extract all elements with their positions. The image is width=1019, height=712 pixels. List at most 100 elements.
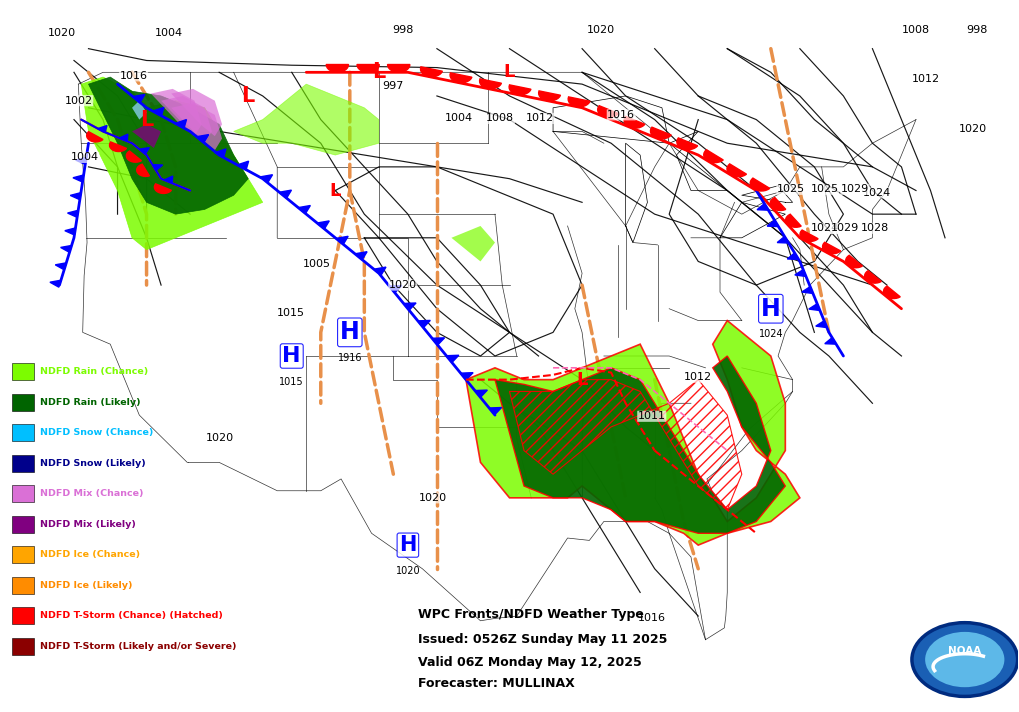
Polygon shape <box>60 246 71 252</box>
Polygon shape <box>809 304 820 310</box>
Polygon shape <box>495 356 786 533</box>
Polygon shape <box>720 202 786 238</box>
Text: NDFD Ice (Chance): NDFD Ice (Chance) <box>40 550 141 559</box>
Text: L: L <box>503 63 516 81</box>
Polygon shape <box>770 197 786 211</box>
Polygon shape <box>727 164 747 177</box>
Text: NDFD Snow (Chance): NDFD Snow (Chance) <box>40 428 154 437</box>
Polygon shape <box>742 186 793 202</box>
Polygon shape <box>279 190 291 198</box>
Bar <box>11 424 34 441</box>
Text: L: L <box>329 182 341 199</box>
Polygon shape <box>55 263 66 270</box>
Polygon shape <box>126 151 142 162</box>
Polygon shape <box>795 270 806 276</box>
Polygon shape <box>109 142 126 152</box>
Text: 1012: 1012 <box>526 113 554 123</box>
Polygon shape <box>299 206 311 214</box>
Text: 1029: 1029 <box>830 224 859 234</box>
Polygon shape <box>626 143 647 243</box>
Polygon shape <box>510 85 531 95</box>
Bar <box>11 546 34 563</box>
Polygon shape <box>317 221 329 229</box>
Polygon shape <box>466 320 800 545</box>
Circle shape <box>912 623 1018 696</box>
Text: NDFD Rain (Chance): NDFD Rain (Chance) <box>40 367 148 376</box>
Bar <box>11 485 34 502</box>
Text: NDFD T-Storm (Likely and/or Severe): NDFD T-Storm (Likely and/or Severe) <box>40 642 236 651</box>
Polygon shape <box>355 251 367 260</box>
Polygon shape <box>87 132 103 142</box>
Text: 1024: 1024 <box>863 188 892 198</box>
Polygon shape <box>171 103 222 150</box>
Polygon shape <box>67 210 78 217</box>
Polygon shape <box>233 84 379 155</box>
Text: L: L <box>242 86 255 106</box>
Text: 1029: 1029 <box>841 184 869 194</box>
Text: Forecaster: MULLINAX: Forecaster: MULLINAX <box>418 677 575 690</box>
Polygon shape <box>432 337 444 345</box>
Text: NDFD Snow (Likely): NDFD Snow (Likely) <box>40 459 146 468</box>
Polygon shape <box>824 337 837 344</box>
Text: L: L <box>372 63 385 83</box>
Text: 1020: 1020 <box>388 280 417 290</box>
Text: 997: 997 <box>382 81 404 92</box>
Text: 1020: 1020 <box>587 25 615 35</box>
Text: 1015: 1015 <box>279 377 304 387</box>
Polygon shape <box>489 407 501 415</box>
Text: NOAA: NOAA <box>948 646 981 656</box>
Polygon shape <box>461 372 473 380</box>
Circle shape <box>925 632 1005 687</box>
Polygon shape <box>153 164 163 170</box>
Bar <box>11 515 34 533</box>
Text: 1020: 1020 <box>206 433 234 443</box>
Polygon shape <box>553 96 669 143</box>
Text: NDFD Mix (Chance): NDFD Mix (Chance) <box>40 489 144 498</box>
Text: H: H <box>399 535 417 555</box>
Polygon shape <box>624 117 645 128</box>
Polygon shape <box>650 127 672 139</box>
Polygon shape <box>75 157 87 164</box>
Text: 1004: 1004 <box>155 28 183 38</box>
Text: 1002: 1002 <box>64 95 93 105</box>
Polygon shape <box>261 174 272 183</box>
Polygon shape <box>50 281 61 287</box>
Text: 998: 998 <box>966 25 987 35</box>
Text: 1016: 1016 <box>638 614 665 624</box>
Polygon shape <box>374 267 386 275</box>
Polygon shape <box>704 150 723 162</box>
Polygon shape <box>450 73 472 83</box>
Text: 1020: 1020 <box>419 493 447 503</box>
Text: 1024: 1024 <box>810 224 839 234</box>
Polygon shape <box>802 287 813 293</box>
Text: 1020: 1020 <box>959 124 987 134</box>
Polygon shape <box>151 89 202 136</box>
Polygon shape <box>846 256 862 268</box>
Polygon shape <box>569 97 590 107</box>
Text: 998: 998 <box>392 25 414 35</box>
Text: 1025: 1025 <box>810 184 839 194</box>
Bar <box>11 607 34 624</box>
Polygon shape <box>451 226 495 261</box>
Polygon shape <box>418 320 430 328</box>
Polygon shape <box>161 96 212 143</box>
Text: 1025: 1025 <box>776 184 805 194</box>
Text: 1012: 1012 <box>912 74 941 85</box>
Polygon shape <box>446 355 459 362</box>
Text: 1024: 1024 <box>758 329 784 339</box>
Polygon shape <box>357 65 379 73</box>
Polygon shape <box>883 286 900 298</box>
Text: WPC Fronts/NDFD Weather Type: WPC Fronts/NDFD Weather Type <box>418 608 644 622</box>
Polygon shape <box>677 138 698 150</box>
Text: H: H <box>340 320 360 345</box>
Text: H: H <box>282 346 301 366</box>
Polygon shape <box>137 164 150 177</box>
Polygon shape <box>800 230 818 241</box>
Text: 1015: 1015 <box>277 308 305 318</box>
Bar <box>11 394 34 411</box>
Polygon shape <box>767 220 779 226</box>
Polygon shape <box>237 161 249 169</box>
Polygon shape <box>70 193 81 199</box>
Polygon shape <box>132 95 145 103</box>
Polygon shape <box>822 242 841 253</box>
